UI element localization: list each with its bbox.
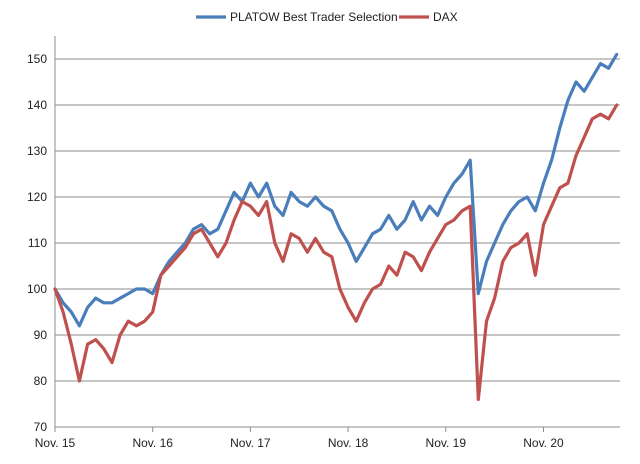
axes: 70 80 90 100 110 120 130 140 150 Nov. 15 Nov. 16 No… bbox=[27, 36, 620, 450]
y-tick-label: 130 bbox=[27, 144, 47, 158]
y-tick-label: 70 bbox=[34, 420, 48, 434]
legend-label-1: DAX bbox=[433, 10, 458, 24]
legend: PLATOW Best Trader Selection DAX bbox=[196, 10, 458, 24]
y-tick-label: 80 bbox=[34, 374, 48, 388]
gridlines bbox=[55, 58, 620, 382]
series-lines bbox=[53, 52, 619, 401]
x-tick-label: Nov. 17 bbox=[230, 436, 271, 450]
y-tick-label: 120 bbox=[27, 190, 47, 204]
x-tick-label: Nov. 18 bbox=[328, 436, 369, 450]
x-tick-label: Nov. 16 bbox=[132, 436, 173, 450]
y-tick-label: 100 bbox=[27, 282, 47, 296]
y-tick-label: 140 bbox=[27, 98, 47, 112]
x-tick-label: Nov. 15 bbox=[35, 436, 76, 450]
x-tick-label: Nov. 19 bbox=[426, 436, 467, 450]
series-line-0 bbox=[53, 52, 619, 328]
y-tick-label: 90 bbox=[34, 328, 48, 342]
series-line-1 bbox=[53, 103, 619, 401]
legend-label-0: PLATOW Best Trader Selection bbox=[230, 10, 398, 24]
x-tick-label: Nov. 20 bbox=[523, 436, 564, 450]
y-tick-label: 110 bbox=[28, 236, 47, 250]
y-tick-label: 150 bbox=[27, 52, 47, 66]
